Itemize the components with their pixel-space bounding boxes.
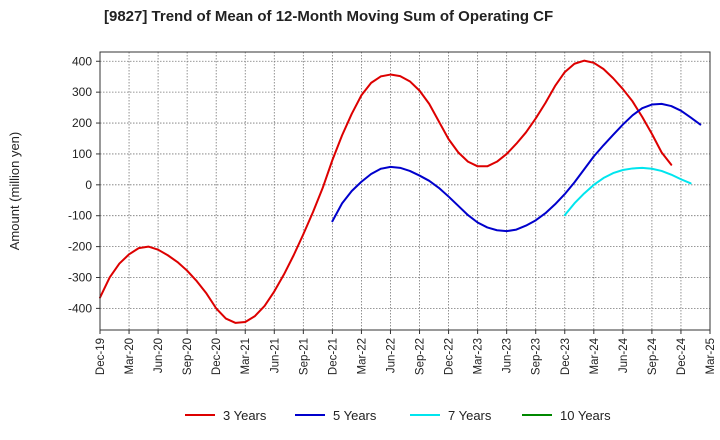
x-tick-label: Dec-19 (95, 338, 107, 375)
series-lines (99, 59, 702, 324)
x-tick-label: Jun-23 (502, 338, 514, 373)
series-line-7-years (563, 166, 692, 217)
x-tick-label: Sep-24 (647, 337, 659, 375)
x-tick-label: Dec-22 (444, 338, 456, 375)
x-tick-label: Dec-21 (327, 338, 339, 375)
x-tick-label: Mar-22 (356, 338, 368, 374)
x-tick-label: Sep-21 (298, 338, 310, 375)
x-tick-label: Jun-20 (153, 338, 165, 373)
x-tick-label: Jun-21 (269, 338, 281, 373)
x-tick-label: Dec-20 (211, 338, 223, 375)
legend-label: 5 Years (333, 408, 377, 423)
series-line-3-years (99, 59, 673, 324)
grid (100, 52, 710, 330)
y-tick-label: 0 (85, 178, 92, 192)
y-tick-label: 300 (72, 85, 92, 99)
x-tick-label: Mar-25 (705, 338, 717, 374)
x-ticks: Dec-19 Mar-20 Jun-20 Sep-20 Dec-20 Mar-21 Jun-… (95, 330, 717, 375)
plot-border (99, 51, 711, 331)
y-ticks: -400 -300 -200 -100 0 100 200 300 400 (68, 54, 100, 315)
x-tick-label: Dec-24 (676, 337, 688, 375)
x-tick-label: Mar-20 (124, 338, 136, 374)
x-tick-label: Jun-22 (385, 338, 397, 373)
legend-label: 10 Years (560, 408, 611, 423)
chart-title: [9827] Trend of Mean of 12-Month Moving … (104, 8, 554, 25)
x-tick-label: Sep-20 (182, 338, 194, 375)
y-tick-label: -200 (68, 240, 92, 254)
y-tick-label: -400 (68, 301, 92, 315)
legend-label: 7 Years (448, 408, 492, 423)
x-tick-label: Sep-23 (531, 338, 543, 375)
y-tick-label: 200 (72, 116, 92, 130)
y-tick-label: -300 (68, 270, 92, 284)
y-tick-label: -100 (68, 209, 92, 223)
x-tick-label: Dec-23 (560, 338, 572, 375)
legend: 3 Years 5 Years 7 Years 10 Years (185, 408, 611, 423)
x-tick-label: Mar-23 (473, 338, 485, 374)
x-tick-label: Sep-22 (415, 338, 427, 375)
y-tick-label: 100 (72, 147, 92, 161)
x-tick-label: Mar-24 (589, 337, 601, 374)
x-tick-label: Jun-24 (618, 337, 630, 373)
y-axis-label: Amount (million yen) (7, 132, 22, 251)
legend-label: 3 Years (223, 408, 267, 423)
x-tick-label: Mar-21 (240, 338, 252, 374)
series-line-5-years (331, 102, 702, 233)
y-tick-label: 400 (72, 54, 92, 68)
plot-area (100, 52, 710, 330)
